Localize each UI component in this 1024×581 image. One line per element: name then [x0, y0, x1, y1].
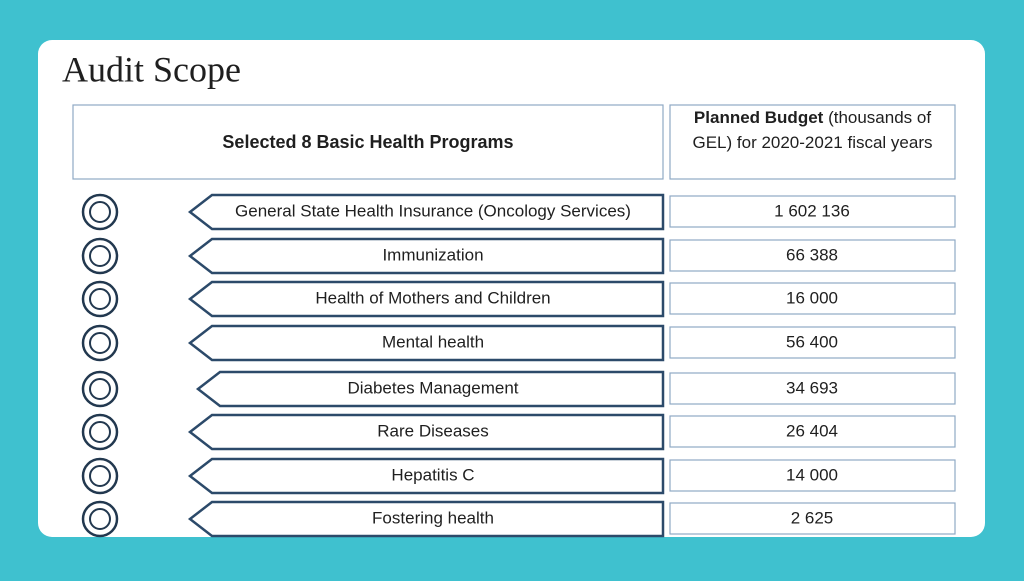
program-name: General State Health Insurance (Oncology… — [235, 201, 631, 220]
rows: General State Health Insurance (Oncology… — [81, 193, 956, 538]
header-budget: Planned Budget (thousands of GEL) for 20… — [676, 105, 949, 155]
program-icon — [81, 413, 119, 451]
program-name: Hepatitis C — [391, 465, 474, 484]
program-icon — [81, 280, 119, 318]
program-icon — [81, 500, 119, 538]
header-programs-box — [72, 104, 664, 180]
program-icon-inner — [89, 332, 111, 354]
title: Audit Scope — [62, 49, 241, 89]
header-budget-box — [669, 104, 956, 180]
program-name: Diabetes Management — [347, 378, 518, 397]
program-arrow — [187, 500, 665, 538]
budget-value: 14 000 — [786, 465, 838, 484]
program-arrow — [187, 237, 665, 275]
budget-box — [669, 459, 956, 492]
budget-value: 26 404 — [786, 421, 838, 440]
program-name: Mental health — [382, 332, 484, 351]
program-arrow — [187, 413, 665, 451]
budget-value: 1 602 136 — [774, 201, 850, 220]
program-arrow — [187, 324, 665, 362]
header-budget-rest: (thousands of GEL) for 2020-2021 fiscal … — [692, 108, 933, 152]
budget-box — [669, 282, 956, 315]
program-arrow — [187, 457, 665, 495]
header-budget-wrap: Planned Budget (thousands of GEL) for 20… — [676, 105, 949, 155]
program-icon-inner — [89, 201, 111, 223]
program-arrow — [187, 280, 665, 318]
program-icon — [81, 193, 119, 231]
budget-value: 56 400 — [786, 332, 838, 351]
budget-box — [669, 326, 956, 359]
program-icon — [81, 237, 119, 275]
budget-value: 34 693 — [786, 378, 838, 397]
program-name: Fostering health — [372, 508, 494, 527]
header-programs: Selected 8 Basic Health Programs — [222, 132, 513, 152]
program-icon — [81, 457, 119, 495]
program-name: Health of Mothers and Children — [315, 288, 550, 307]
budget-box — [669, 372, 956, 405]
program-icon-inner — [89, 465, 111, 487]
budget-box — [669, 239, 956, 272]
program-name: Immunization — [382, 245, 483, 264]
budget-box — [669, 415, 956, 448]
program-icon-inner — [89, 288, 111, 310]
program-name: Rare Diseases — [377, 421, 489, 440]
program-icon-inner — [89, 421, 111, 443]
program-arrow — [187, 193, 665, 231]
budget-value: 66 388 — [786, 245, 838, 264]
program-icon-inner — [89, 508, 111, 530]
budget-value: 16 000 — [786, 288, 838, 307]
program-arrow — [195, 370, 665, 408]
program-icon-inner — [89, 378, 111, 400]
budget-box — [669, 195, 956, 228]
budget-box — [669, 502, 956, 535]
program-icon — [81, 324, 119, 362]
header-budget-bold: Planned Budget — [693, 108, 824, 127]
program-icon — [81, 370, 119, 408]
budget-value: 2 625 — [791, 508, 834, 527]
program-icon-inner — [89, 245, 111, 267]
